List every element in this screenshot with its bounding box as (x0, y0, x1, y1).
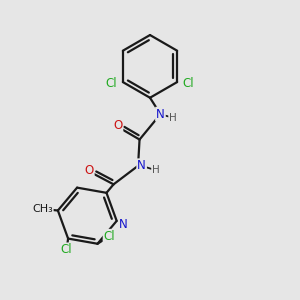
Text: O: O (113, 119, 122, 132)
Text: N: N (156, 108, 165, 121)
Text: Cl: Cl (183, 77, 194, 90)
Text: H: H (169, 113, 177, 123)
Text: CH₃: CH₃ (32, 204, 53, 214)
Text: Cl: Cl (103, 230, 115, 243)
Text: N: N (119, 218, 128, 231)
Text: Cl: Cl (106, 77, 117, 90)
Text: O: O (85, 164, 94, 177)
Text: H: H (152, 165, 160, 175)
Text: N: N (137, 159, 146, 172)
Text: Cl: Cl (61, 243, 72, 256)
